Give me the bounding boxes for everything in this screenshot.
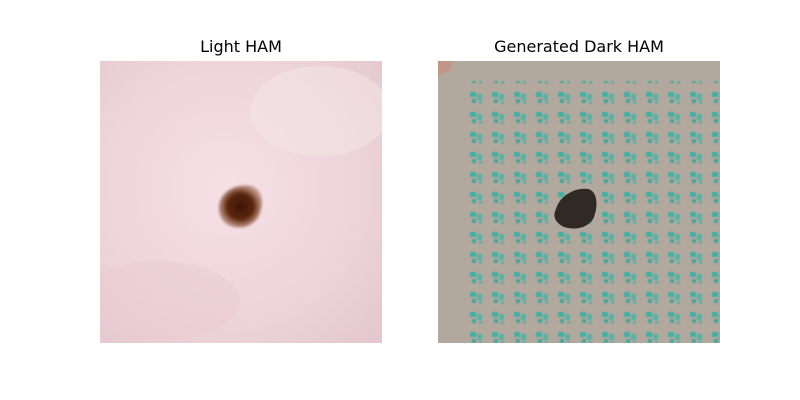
skin-highlight	[250, 66, 382, 156]
corner-artifact	[438, 61, 452, 75]
light-ham-image-svg	[100, 61, 382, 343]
skin-lesion	[218, 185, 262, 228]
skin-shadow	[100, 261, 240, 341]
dark-skin-lesion	[554, 188, 597, 229]
generated-dark-ham-image-svg	[438, 61, 720, 343]
generated-dark-ham-title: Generated Dark HAM	[494, 37, 664, 56]
generated-dark-ham-image	[438, 61, 720, 343]
light-ham-image	[100, 61, 382, 343]
light-ham-title: Light HAM	[200, 37, 282, 56]
